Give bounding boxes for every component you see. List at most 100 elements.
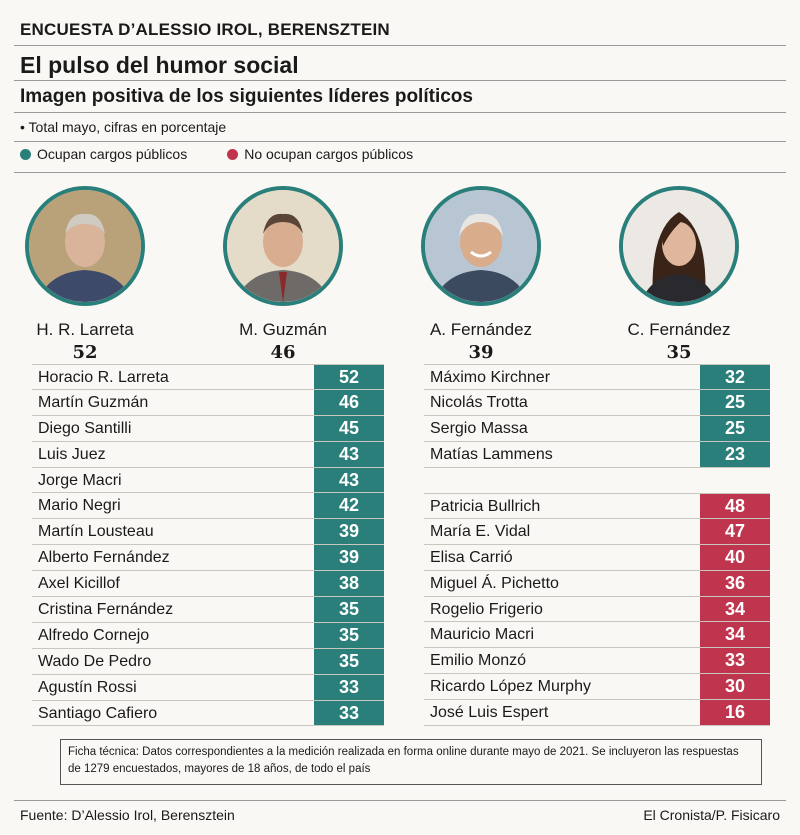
row-name: Alberto Fernández bbox=[38, 549, 170, 567]
table-public-right: Máximo Kirchner 32 Nicolás Trotta 25 Sergio … bbox=[424, 364, 770, 468]
row-name: José Luis Espert bbox=[430, 704, 549, 722]
legend-item-public: Ocupan cargos públicos bbox=[20, 146, 187, 162]
row-name: Máximo Kirchner bbox=[430, 369, 551, 386]
leader-card: H. R. Larreta 52 bbox=[0, 186, 170, 363]
row-name: Santiago Cafiero bbox=[38, 704, 158, 722]
row-name: Emilio Monzó bbox=[430, 652, 527, 670]
legend-label-public: Ocupan cargos públicos bbox=[37, 146, 188, 162]
table-row: Elisa Carrió 40 bbox=[424, 544, 770, 571]
legend-label-non-public: No ocupan cargos públicos bbox=[244, 146, 414, 162]
leader-name: H. R. Larreta bbox=[36, 320, 134, 339]
row-value: 36 bbox=[700, 570, 770, 596]
row-value: 30 bbox=[700, 674, 770, 700]
table-row: Cristina Fernández 35 bbox=[32, 597, 384, 623]
row-value: 33 bbox=[314, 700, 384, 726]
portrait-guzman-icon bbox=[223, 186, 343, 306]
row-name: Martín Lousteau bbox=[38, 523, 154, 541]
legend: Ocupan cargos públicos No ocupan cargos … bbox=[20, 146, 453, 162]
divider bbox=[14, 800, 786, 801]
table-row: Diego Santilli 45 bbox=[32, 415, 384, 442]
row-value: 16 bbox=[700, 700, 770, 726]
table-row: Ricardo López Murphy 30 bbox=[424, 674, 770, 701]
row-name: Agustín Rossi bbox=[38, 678, 137, 696]
row-name: Axel Kicillof bbox=[38, 575, 120, 593]
chart-note: • Total mayo, cifras en porcentaje bbox=[20, 119, 227, 135]
table-row: Nicolás Trotta 25 bbox=[424, 389, 770, 416]
divider bbox=[14, 45, 786, 46]
row-name: Cristina Fernández bbox=[38, 601, 174, 619]
leader-value: 46 bbox=[270, 342, 296, 363]
row-value: 52 bbox=[314, 365, 384, 389]
table-row: Matías Lammens 23 bbox=[424, 441, 770, 468]
table-row: Axel Kicillof 38 bbox=[32, 571, 384, 598]
row-name: Jorge Macri bbox=[38, 471, 122, 489]
row-name: Horacio R. Larreta bbox=[38, 369, 169, 386]
credit-note: El Cronista/P. Fisicaro bbox=[643, 807, 780, 823]
leader-name: A. Fernández bbox=[429, 320, 533, 339]
portrait-cfk-icon bbox=[619, 186, 739, 306]
table-row: Mauricio Macri 34 bbox=[424, 622, 770, 649]
legend-item-non-public: No ocupan cargos públicos bbox=[227, 146, 413, 162]
table-row: Martín Guzmán 46 bbox=[32, 389, 384, 416]
row-value: 39 bbox=[314, 545, 384, 571]
table-row: Agustín Rossi 33 bbox=[32, 674, 384, 701]
row-value: 46 bbox=[314, 389, 384, 415]
leader-name: C. Fernández bbox=[627, 320, 731, 339]
table-row: Máximo Kirchner 32 bbox=[424, 364, 770, 390]
row-name: Mauricio Macri bbox=[430, 626, 535, 644]
portrait-fernandez-icon bbox=[421, 186, 541, 306]
row-value: 25 bbox=[700, 389, 770, 415]
leader-card: M. Guzmán 46 bbox=[198, 186, 368, 363]
row-value: 38 bbox=[314, 571, 384, 597]
row-value: 35 bbox=[314, 597, 384, 622]
table-row: María E. Vidal 47 bbox=[424, 518, 770, 545]
table-row: Emilio Monzó 33 bbox=[424, 648, 770, 675]
row-value: 34 bbox=[700, 596, 770, 622]
legend-dot-non-public bbox=[227, 148, 239, 160]
page-title: El pulso del humor social bbox=[20, 52, 299, 78]
divider bbox=[14, 172, 786, 173]
row-name: María E. Vidal bbox=[430, 522, 531, 540]
row-value: 43 bbox=[314, 441, 384, 467]
row-name: Nicolás Trotta bbox=[430, 393, 528, 411]
table-row: Sergio Massa 25 bbox=[424, 415, 770, 442]
row-value: 40 bbox=[700, 544, 770, 570]
table-row: Alfredo Cornejo 35 bbox=[32, 622, 384, 649]
row-value: 45 bbox=[314, 415, 384, 441]
row-value: 25 bbox=[700, 415, 770, 441]
table-row: Miguel Á. Pichetto 36 bbox=[424, 570, 770, 597]
table-non-public: Patricia Bullrich 48 María E. Vidal 47 Elisa… bbox=[424, 493, 770, 727]
table-row: Luis Juez 43 bbox=[32, 441, 384, 468]
table-row: Martín Lousteau 39 bbox=[32, 519, 384, 546]
row-name: Rogelio Frigerio bbox=[430, 600, 543, 618]
table-row: Horacio R. Larreta 52 bbox=[32, 364, 384, 390]
table-public-left: Horacio R. Larreta 52 Martín Guzmán 46 Diego… bbox=[32, 364, 384, 727]
row-name: Martín Guzmán bbox=[38, 393, 149, 411]
row-name: Mario Negri bbox=[38, 497, 121, 515]
divider bbox=[14, 80, 786, 81]
table-row: José Luis Espert 16 bbox=[424, 700, 770, 727]
leader-value: 35 bbox=[666, 342, 692, 363]
row-value: 43 bbox=[314, 467, 384, 493]
row-name: Sergio Massa bbox=[430, 419, 528, 437]
row-name: Alfredo Cornejo bbox=[38, 626, 150, 644]
row-value: 48 bbox=[700, 494, 770, 518]
row-name: Matías Lammens bbox=[430, 445, 553, 463]
row-value: 39 bbox=[314, 519, 384, 545]
divider bbox=[14, 141, 786, 142]
divider bbox=[14, 112, 786, 113]
table-row: Santiago Cafiero 33 bbox=[32, 700, 384, 727]
supertitle: ENCUESTA D’ALESSIO IROL, BERENSZTEIN bbox=[20, 20, 390, 39]
table-row: Rogelio Frigerio 34 bbox=[424, 596, 770, 623]
row-name: Luis Juez bbox=[38, 445, 106, 463]
leader-value: 39 bbox=[468, 342, 494, 363]
row-value: 34 bbox=[700, 622, 770, 648]
table-row: Jorge Macri 43 bbox=[32, 467, 384, 494]
row-value: 23 bbox=[700, 441, 770, 467]
row-name: Patricia Bullrich bbox=[430, 498, 541, 515]
portrait-larreta-icon bbox=[25, 186, 145, 306]
row-value: 35 bbox=[314, 622, 384, 648]
table-row: Wado De Pedro 35 bbox=[32, 648, 384, 675]
row-value: 32 bbox=[700, 365, 770, 389]
table-row: Patricia Bullrich 48 bbox=[424, 493, 770, 519]
